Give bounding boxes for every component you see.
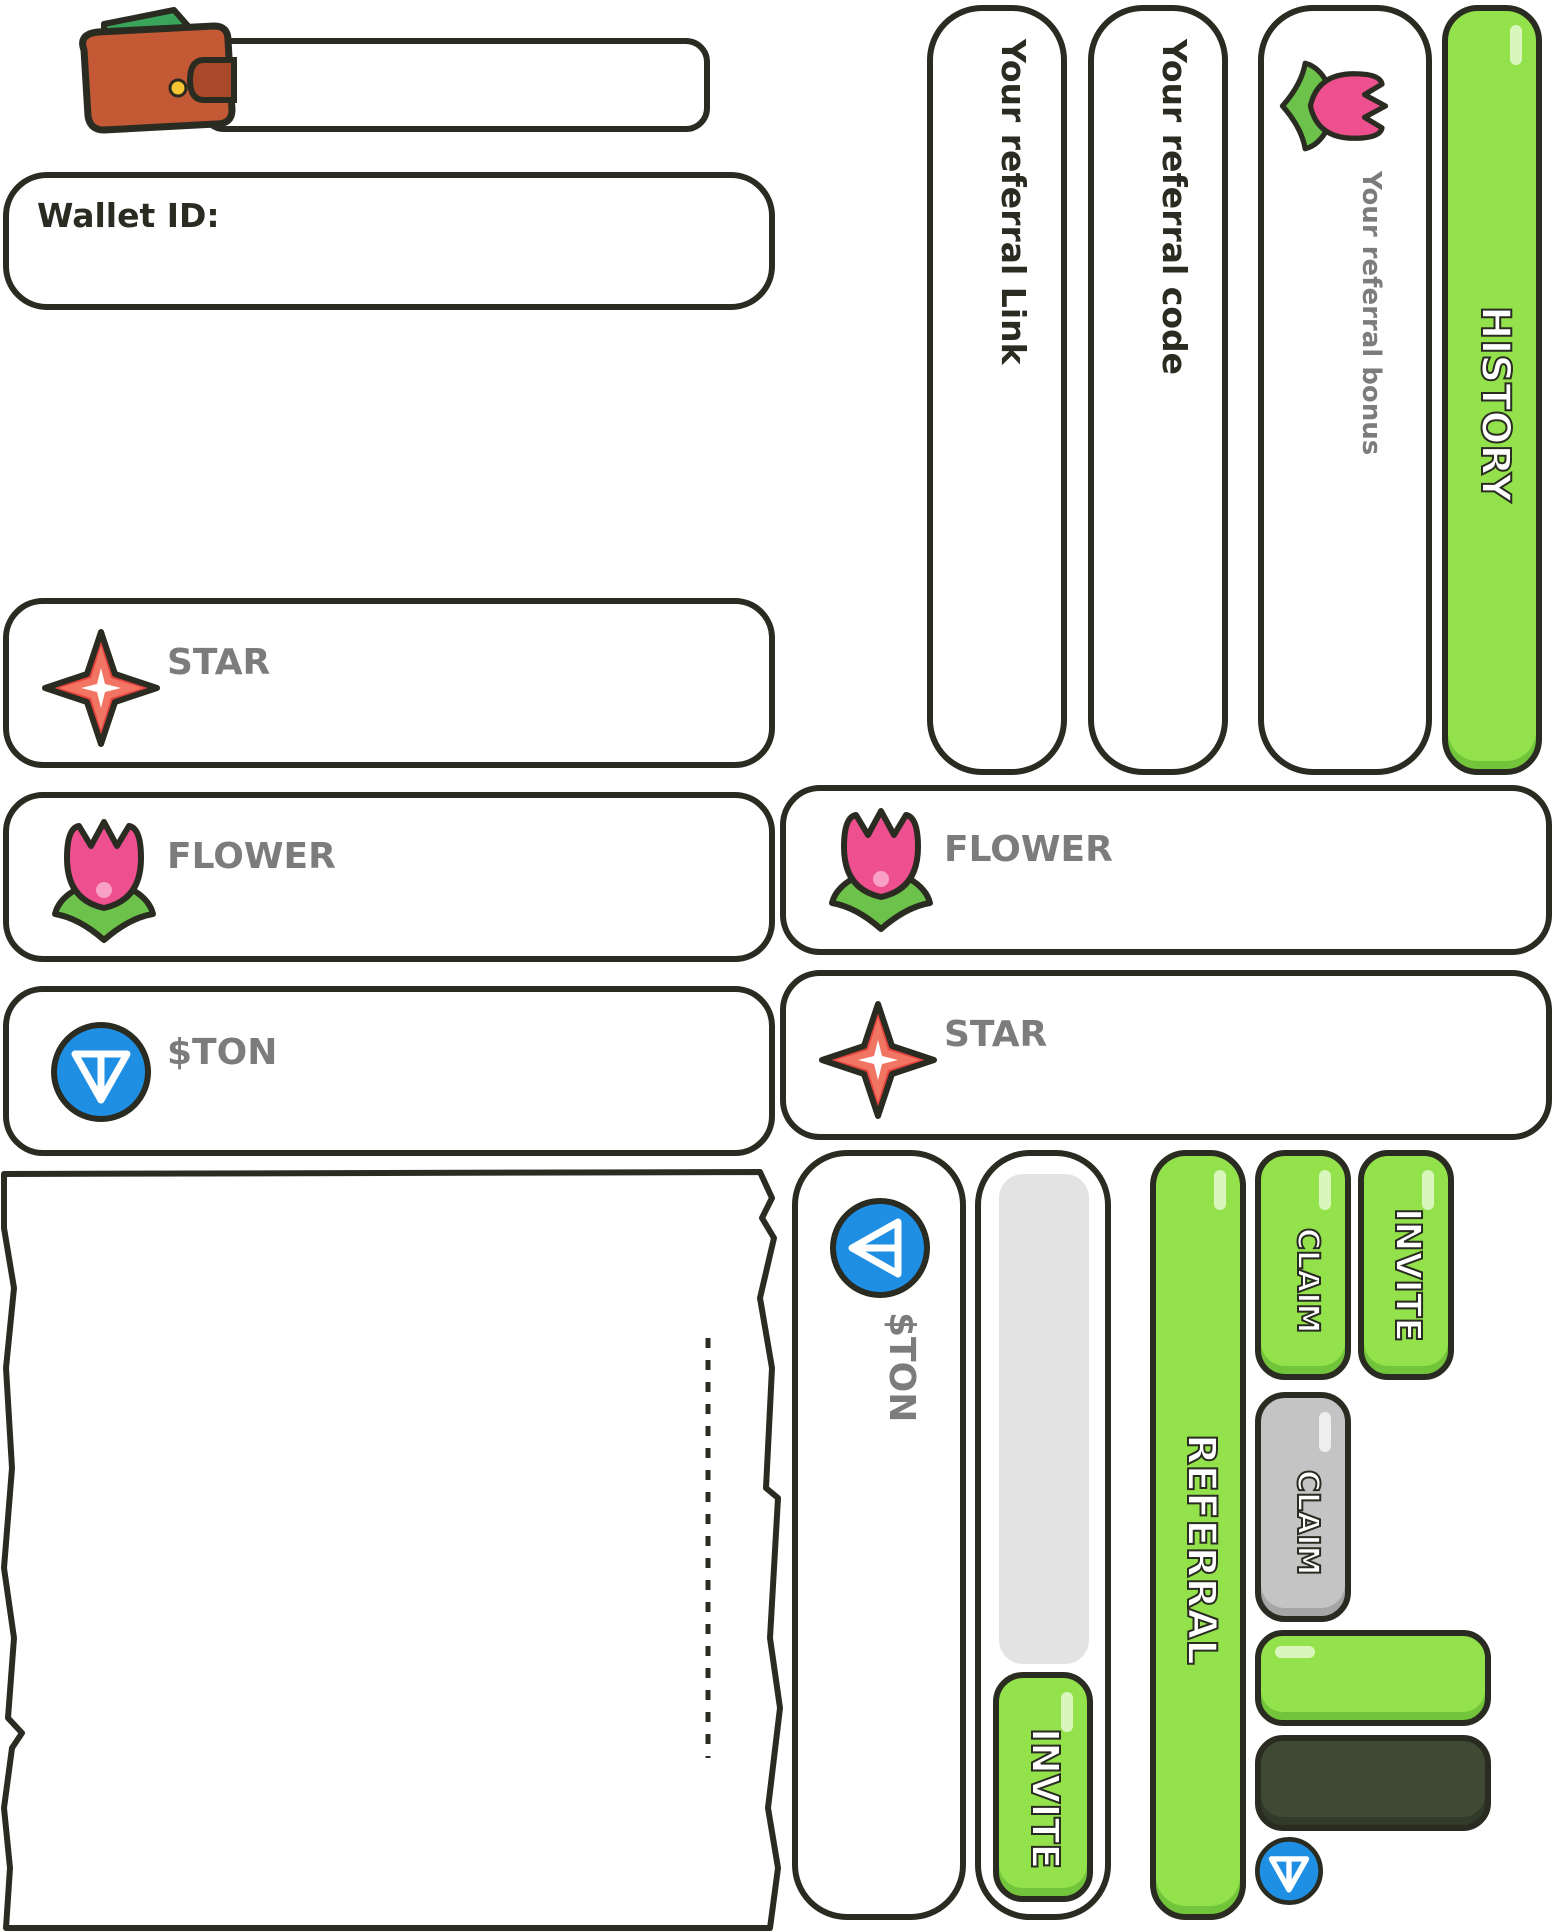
referral-button[interactable]: REFERRAL [1150,1150,1246,1920]
history-button[interactable]: HISTORY [1442,5,1542,775]
star-icon [42,629,160,747]
referral-input-panel: INVITE [975,1150,1111,1920]
referral-link-panel: Your referral Link [927,5,1067,775]
referral-code-panel: Your referral code [1088,5,1228,775]
balance-star-panel: STAR [3,598,775,768]
ton-vertical-label: $TON [881,1312,922,1423]
ton-icon [1255,1837,1323,1905]
invite-button-vertical[interactable]: INVITE [993,1672,1093,1902]
ton-vertical-panel: $TON [792,1150,966,1920]
ton-icon [51,1022,151,1122]
referral-button-label: REFERRAL [1177,1433,1225,1666]
history-button-label: HISTORY [1471,305,1519,503]
referral-bonus-label: Your referral bonus [1356,171,1386,456]
wallet-icon [79,7,237,134]
referral-code-label: Your referral code [1155,39,1194,376]
balance-flower-label-right: FLOWER [944,829,1113,870]
referral-link-label: Your referral Link [994,39,1033,365]
claim-button-disabled[interactable]: CLAIM [1255,1392,1351,1622]
invite-button-vertical-label: INVITE [1022,1727,1068,1870]
referral-input-field[interactable] [999,1174,1089,1664]
balance-star-panel-right: STAR [780,970,1552,1140]
green-button-blank[interactable] [1255,1630,1491,1726]
claim-button[interactable]: CLAIM [1255,1150,1351,1380]
paper-panel [1,1169,783,1931]
star-icon [819,1001,937,1119]
flower-icon [829,808,933,932]
flower-icon [1279,60,1389,152]
balance-star-label: STAR [167,642,271,683]
flower-icon [52,819,156,943]
balance-ton-panel: $TON [3,986,775,1156]
balance-flower-panel: FLOWER [3,792,775,962]
invite-button-small-label: INVITE [1386,1207,1429,1343]
dark-button-blank[interactable] [1255,1735,1491,1831]
balance-star-label-right: STAR [944,1014,1048,1055]
ton-icon [830,1198,930,1298]
balance-flower-label: FLOWER [167,836,336,877]
wallet-id-label: Wallet ID: [37,196,220,235]
referral-bonus-panel: Your referral bonus [1258,5,1432,775]
balance-ton-label: $TON [167,1032,278,1073]
wallet-bar [200,38,710,132]
invite-button-small[interactable]: INVITE [1358,1150,1454,1380]
claim-button-disabled-label: CLAIM [1289,1469,1326,1576]
balance-flower-panel-right: FLOWER [780,785,1552,955]
wallet-id-panel: Wallet ID: [3,172,775,310]
claim-button-label: CLAIM [1289,1227,1326,1334]
